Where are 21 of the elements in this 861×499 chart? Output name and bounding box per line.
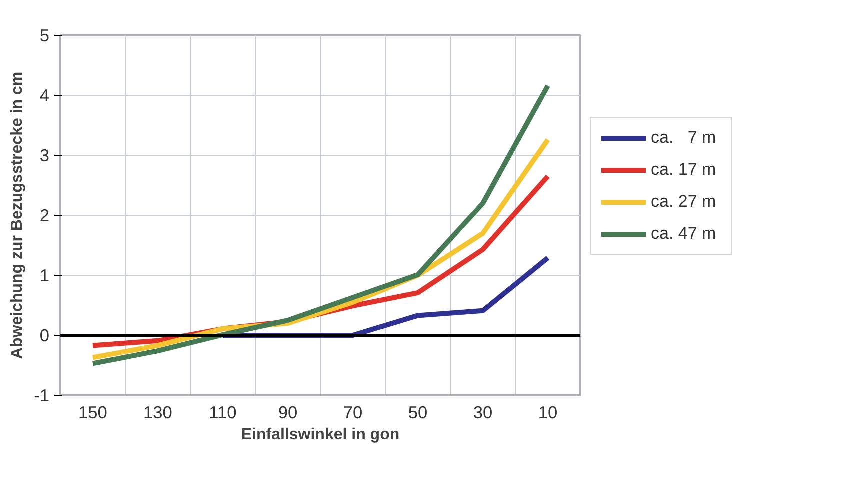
y-tick-label: 3: [40, 146, 50, 166]
x-tick-label: 10: [538, 402, 558, 422]
legend-label: ca. 17 m: [651, 160, 718, 180]
x-tick-label: 130: [144, 402, 172, 422]
x-axis-title: Einfallswinkel in gon: [241, 426, 400, 444]
legend-label: ca. 27 m: [651, 192, 718, 212]
legend-label: ca. 47 m: [651, 224, 718, 244]
y-tick-label: 4: [40, 86, 50, 106]
x-tick-label: 30: [473, 402, 493, 422]
legend-label: ca. 7 m: [651, 128, 718, 148]
x-tick-label: 150: [78, 402, 108, 422]
x-tick-label: 50: [408, 402, 428, 422]
y-tick-label: 5: [40, 26, 50, 46]
y-tick-label: 1: [40, 266, 50, 286]
y-tick-label: 0: [40, 326, 50, 346]
x-tick-label: 110: [209, 402, 237, 422]
y-tick-label: 2: [40, 206, 50, 226]
y-tick-label: -1: [34, 386, 50, 406]
y-axis-title: Abweichung zur Bezugsstrecke in cm: [9, 72, 26, 360]
x-tick-label: 90: [278, 402, 298, 422]
x-tick-label: 70: [343, 402, 363, 422]
